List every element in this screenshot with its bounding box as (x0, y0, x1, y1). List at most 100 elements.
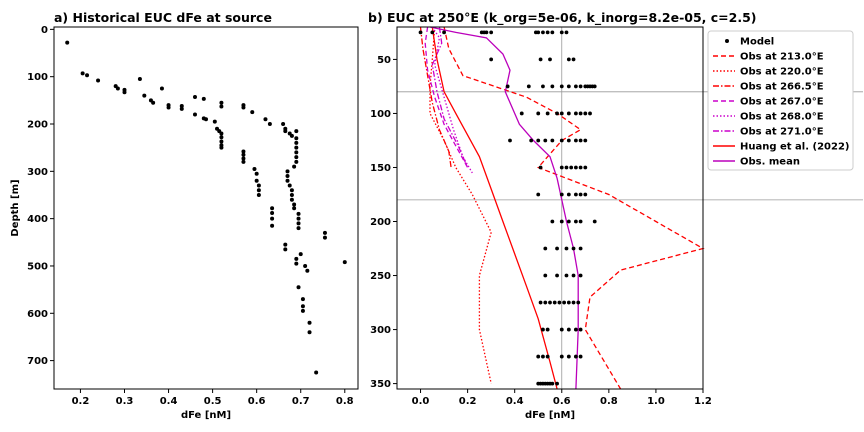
series-line (431, 26, 469, 168)
panel-a-x-ticks: 0.2 0.3 0.4 0.5 0.6 0.7 0.8 (72, 389, 354, 407)
legend-label: Obs at 267.0°E (740, 97, 824, 108)
model-point (550, 219, 555, 224)
model-point (526, 84, 531, 89)
panel-b-xlabel: dFe [nM] (525, 410, 575, 421)
model-point (559, 219, 564, 224)
data-point (322, 235, 327, 240)
panel-b-title: b) EUC at 250°E (k_org=5e-06, k_inorg=8.… (368, 10, 757, 26)
data-point (219, 104, 224, 109)
model-point (583, 192, 588, 197)
panel-b-model-points (418, 30, 597, 386)
data-point (179, 106, 184, 111)
y-tick-label: 300 (370, 325, 391, 336)
x-tick-label: 1.2 (694, 396, 712, 407)
x-tick-label: 0.0 (412, 396, 430, 407)
model-point (559, 30, 564, 35)
model-point (573, 192, 578, 197)
model-point (543, 300, 548, 305)
data-point (122, 90, 127, 95)
data-point (256, 192, 261, 197)
data-point (219, 139, 224, 144)
x-tick-label: 0.5 (204, 396, 222, 407)
model-point (541, 327, 545, 332)
legend-items: Model Obs at 213.0°E Obs at 220.0°E Obs at … (713, 37, 849, 168)
model-point (578, 273, 583, 278)
data-point (289, 192, 294, 197)
model-point (484, 30, 489, 35)
model-point (583, 138, 588, 143)
y-tick-label: 400 (27, 214, 48, 225)
model-point (576, 300, 581, 305)
y-tick-label: 250 (370, 271, 391, 282)
data-point (192, 95, 197, 100)
x-tick-label: 0.6 (248, 396, 266, 407)
data-point (241, 156, 246, 161)
data-point (283, 242, 288, 247)
data-point (137, 77, 142, 82)
data-point (115, 86, 120, 91)
data-point (254, 178, 259, 183)
model-point (536, 138, 541, 143)
model-point (573, 111, 578, 116)
data-point (263, 117, 268, 122)
data-point (142, 93, 147, 98)
data-point (294, 129, 299, 134)
data-point (294, 256, 299, 261)
legend-label: Model (740, 37, 774, 48)
model-point (552, 300, 557, 305)
data-point (294, 136, 299, 141)
data-point (298, 252, 303, 257)
data-point (270, 210, 275, 215)
data-point (241, 159, 246, 164)
data-point (281, 122, 286, 127)
legend-label: Huang et al. (2022) (740, 142, 849, 153)
model-point (545, 111, 550, 116)
data-point (305, 268, 310, 273)
model-point (543, 138, 548, 143)
model-point (559, 138, 564, 143)
model-point (571, 300, 576, 305)
model-point (578, 165, 583, 170)
model-point (529, 138, 534, 143)
model-point (508, 138, 512, 143)
model-point (543, 246, 548, 251)
x-tick-label: 0.2 (72, 396, 90, 407)
model-point (538, 165, 543, 170)
legend: Model Obs at 213.0°E Obs at 220.0°E Obs at … (707, 30, 854, 171)
data-point (294, 155, 299, 160)
x-tick-label: 0.4 (160, 396, 178, 407)
series-line (431, 26, 558, 390)
model-point (555, 246, 559, 251)
model-point (566, 327, 571, 332)
model-point (543, 273, 548, 278)
data-point (294, 159, 299, 164)
model-point (578, 111, 583, 116)
y-tick-label: 150 (370, 163, 391, 174)
y-tick-label: 500 (27, 261, 48, 272)
model-point (566, 138, 571, 143)
model-point (559, 165, 564, 170)
data-point (322, 230, 327, 235)
panel-a-xlabel: dFe [nM] (181, 410, 231, 421)
model-point (538, 57, 543, 62)
data-point (219, 145, 224, 150)
model-point (578, 354, 583, 359)
model-point (555, 273, 559, 278)
model-point (578, 219, 583, 224)
model-point (548, 300, 552, 305)
data-point (204, 117, 208, 122)
y-tick-label: 50 (377, 55, 391, 66)
panel-b-x-ticks: 0.0 0.2 0.4 0.6 0.8 1.0 1.2 (412, 389, 712, 407)
x-tick-label: 0.7 (292, 396, 310, 407)
model-point (564, 30, 569, 35)
series-line (419, 26, 452, 168)
series-line (443, 26, 705, 390)
model-point (541, 84, 545, 89)
data-point (292, 206, 297, 211)
data-point (307, 320, 312, 325)
y-tick-label: 200 (370, 217, 391, 228)
model-point (573, 138, 578, 143)
panel-a-points (65, 40, 347, 375)
model-point (559, 111, 564, 116)
data-point (283, 247, 288, 252)
